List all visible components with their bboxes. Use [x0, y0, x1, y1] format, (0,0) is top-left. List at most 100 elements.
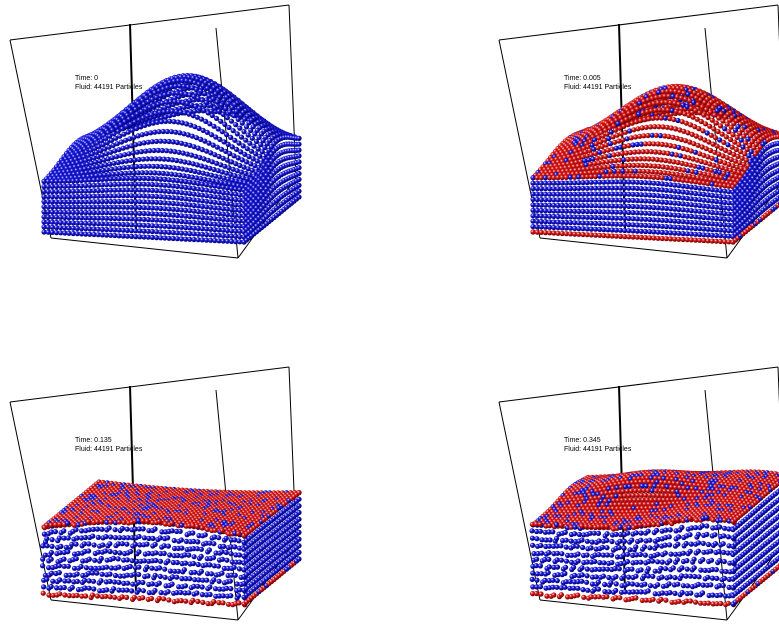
- particle: [107, 161, 113, 167]
- particle: [187, 92, 193, 98]
- particle: [580, 180, 586, 186]
- particle: [113, 166, 119, 172]
- particle: [78, 193, 85, 200]
- particle: [186, 111, 192, 117]
- particle: [203, 204, 210, 210]
- particle: [597, 226, 603, 232]
- particle: [655, 193, 661, 199]
- particle: [152, 90, 158, 96]
- particle: [673, 108, 679, 114]
- particle: [663, 193, 669, 199]
- particle: [709, 221, 715, 227]
- particle: [592, 214, 599, 221]
- particle: [602, 164, 608, 170]
- particle: [220, 238, 226, 244]
- particle: [66, 230, 72, 236]
- particle: [652, 107, 659, 113]
- particle: [95, 221, 101, 227]
- particle: [685, 91, 691, 97]
- particle: [213, 173, 219, 179]
- particle: [49, 189, 55, 195]
- particle: [634, 173, 640, 179]
- particle: [204, 85, 210, 91]
- particle: [53, 224, 60, 231]
- particle: [128, 193, 135, 199]
- particle: [538, 191, 544, 197]
- particle: [677, 109, 684, 116]
- particle: [728, 124, 734, 130]
- particle: [709, 232, 715, 238]
- particle: [78, 215, 85, 221]
- particle: [634, 204, 640, 210]
- particle: [236, 140, 242, 146]
- particle: [220, 200, 226, 206]
- particle: [584, 174, 590, 180]
- particle: [87, 210, 93, 216]
- particle: [221, 97, 227, 103]
- particle: [162, 206, 168, 212]
- particle: [178, 230, 185, 236]
- particle: [563, 225, 569, 231]
- particle: [124, 233, 130, 239]
- simulation-panel-1: Time: 0 Fluid: 44191 Particles: [8, 0, 308, 270]
- particle: [120, 187, 126, 193]
- particle: [120, 181, 126, 187]
- particle: [632, 149, 638, 155]
- particle: [630, 203, 636, 210]
- particle: [224, 217, 230, 223]
- particle: [547, 208, 553, 214]
- particle: [542, 202, 549, 208]
- particle: [701, 209, 707, 215]
- particle: [201, 156, 207, 162]
- particle: [713, 157, 719, 163]
- particle: [203, 198, 210, 204]
- particle: [93, 149, 100, 155]
- particle: [95, 199, 101, 205]
- particle: [195, 197, 201, 203]
- particle: [187, 202, 193, 208]
- particle: [597, 149, 603, 155]
- particle: [184, 151, 190, 157]
- particle: [584, 191, 590, 197]
- particle: [195, 214, 201, 220]
- particle: [212, 152, 218, 158]
- particle: [687, 122, 694, 128]
- particle: [191, 197, 197, 203]
- particle: [175, 165, 181, 171]
- particle: [108, 232, 114, 238]
- particle: [144, 156, 150, 162]
- particle: [722, 227, 728, 233]
- particle: [684, 231, 690, 237]
- particle: [195, 231, 201, 237]
- particle: [151, 147, 157, 154]
- particle: [563, 191, 569, 197]
- particle: [676, 230, 682, 236]
- particle: [183, 121, 190, 127]
- particle: [195, 180, 201, 186]
- particle: [149, 217, 155, 223]
- particle: [41, 188, 47, 195]
- particle: [534, 175, 540, 181]
- particle: [622, 179, 628, 185]
- particle: [174, 207, 180, 213]
- particle: [713, 215, 719, 222]
- particle: [192, 168, 198, 174]
- particle: [208, 226, 214, 232]
- particle: [133, 142, 139, 148]
- particle: [697, 231, 703, 238]
- particle: [638, 210, 644, 216]
- particle: [530, 185, 536, 192]
- particle: [642, 216, 649, 222]
- particle: [630, 210, 636, 216]
- particle: [657, 169, 664, 176]
- particle: [609, 179, 615, 185]
- particle: [580, 197, 586, 203]
- particle: [66, 225, 72, 231]
- particle: [74, 225, 80, 231]
- particle: [680, 231, 686, 237]
- particle: [662, 93, 668, 99]
- particle: [629, 120, 635, 126]
- particle: [145, 175, 151, 182]
- particle: [626, 222, 632, 228]
- particle: [112, 210, 118, 216]
